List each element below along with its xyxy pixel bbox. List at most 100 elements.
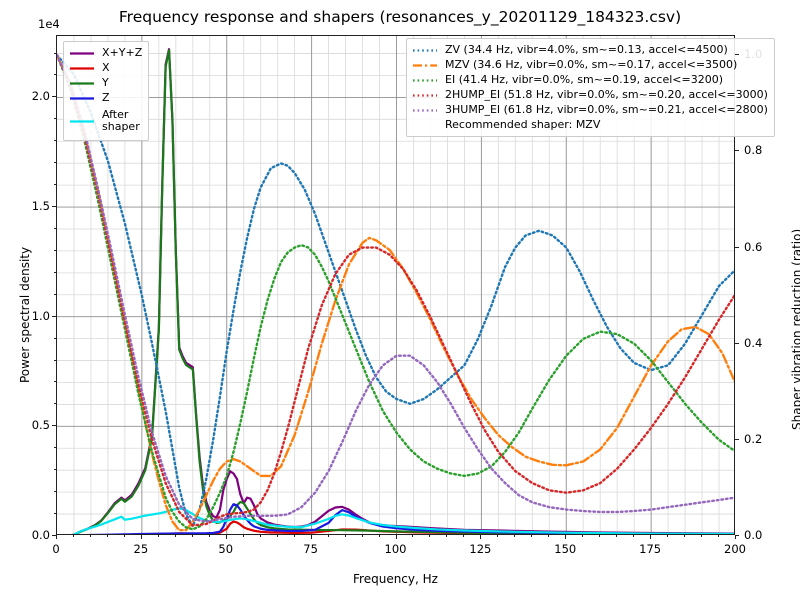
y-tick-label-left: 1.0 — [31, 308, 50, 323]
tick-mark — [54, 469, 56, 471]
tick-mark — [684, 535, 686, 537]
x-tick-label: 50 — [218, 542, 234, 556]
tick-mark — [52, 96, 56, 98]
tick-mark — [54, 140, 56, 142]
tick-mark — [54, 359, 56, 361]
series-zv — [57, 54, 734, 528]
tick-mark — [514, 535, 516, 537]
legend-swatch-icon — [69, 116, 95, 127]
tick-mark — [54, 74, 56, 76]
y-tick-label-right: 0.0 — [744, 528, 763, 542]
tick-mark — [225, 535, 227, 539]
legend-item-ei[interactable]: EI (41.4 Hz, vibr=0.0%, sm~=0.19, accel<… — [412, 73, 768, 88]
tick-mark — [344, 535, 346, 537]
legend-swatch-icon — [69, 48, 95, 59]
legend-swatch-icon — [69, 63, 95, 74]
legend-swatch-icon — [412, 75, 438, 86]
legend-item-z[interactable]: Z — [69, 91, 142, 106]
tick-mark — [735, 342, 739, 344]
legend-item-x-y-z[interactable]: X+Y+Z — [69, 46, 142, 61]
x-axis-label: Frequency, Hz — [353, 572, 438, 586]
legend-item-label: X+Y+Z — [102, 46, 143, 60]
legend-swatch-icon — [69, 93, 95, 104]
page-title: Frequency response and shapers (resonanc… — [118, 8, 682, 26]
x-tick-label: 125 — [469, 542, 492, 556]
legend-item-zv[interactable]: ZV (34.4 Hz, vibr=4.0%, sm~=0.13, accel<… — [412, 43, 768, 58]
tick-mark — [123, 535, 125, 537]
legend-item-label: MZV (34.6 Hz, vibr=0.0%, sm~=0.17, accel… — [445, 58, 738, 72]
tick-mark — [565, 535, 567, 539]
legend-swatch-icon — [412, 45, 438, 56]
series-mzv — [57, 54, 734, 532]
tick-mark — [531, 535, 533, 537]
tick-mark — [54, 491, 56, 493]
legend-item-label: ZV (34.4 Hz, vibr=4.0%, sm~=0.13, accel<… — [445, 43, 728, 57]
tick-mark — [616, 535, 618, 537]
tick-mark — [429, 535, 431, 537]
tick-mark — [701, 535, 703, 537]
tick-mark — [191, 535, 193, 537]
tick-mark — [54, 381, 56, 383]
tick-mark — [446, 535, 448, 537]
x-tick-label: 75 — [303, 542, 318, 556]
tick-mark — [667, 535, 669, 537]
tick-mark — [54, 52, 56, 54]
tick-mark — [54, 249, 56, 251]
tick-mark — [599, 535, 601, 537]
legend-item-mzv[interactable]: MZV (34.6 Hz, vibr=0.0%, sm~=0.17, accel… — [412, 58, 768, 73]
legend-item-y[interactable]: Y — [69, 76, 142, 91]
tick-mark — [54, 403, 56, 405]
x-tick-label: 100 — [384, 542, 407, 556]
y-tick-label-right: 0.4 — [744, 335, 763, 350]
tick-mark — [208, 535, 210, 537]
tick-mark — [633, 535, 635, 537]
tick-mark — [54, 227, 56, 229]
legend-item-3hump_ei[interactable]: 3HUMP_EI (61.8 Hz, vibr=0.0%, sm~=0.21, … — [412, 103, 768, 118]
tick-mark — [106, 535, 108, 537]
y-tick-label-right: 0.2 — [744, 431, 763, 446]
tick-mark — [293, 535, 295, 537]
legend-psd[interactable]: X+Y+Z X Y Z After shaper — [63, 41, 150, 141]
tick-mark — [310, 535, 312, 539]
y-tick-label-left: 2.0 — [31, 89, 50, 104]
tick-mark — [52, 206, 56, 208]
tick-mark — [735, 438, 739, 440]
legend-item-label: 3HUMP_EI (61.8 Hz, vibr=0.0%, sm~=0.21, … — [445, 103, 768, 117]
tick-mark — [52, 535, 56, 536]
y-tick-label-left: 0.0 — [31, 528, 50, 542]
legend-item-x[interactable]: X — [69, 61, 142, 76]
legend-item-label: EI (41.4 Hz, vibr=0.0%, sm~=0.19, accel<… — [445, 73, 723, 87]
tick-mark — [378, 535, 380, 537]
tick-mark — [463, 535, 465, 537]
legend-item-label: 2HUMP_EI (51.8 Hz, vibr=0.0%, sm~=0.20, … — [445, 88, 768, 102]
legend-item-label: Z — [102, 91, 110, 105]
legend-item-label: X — [102, 61, 110, 75]
tick-mark — [89, 535, 91, 537]
tick-mark — [54, 337, 56, 339]
series-3hump-ei — [57, 54, 734, 523]
y-tick-label-left: 1.5 — [31, 199, 50, 214]
series-z — [86, 503, 734, 534]
legend-item-after[interactable]: After shaper — [69, 106, 142, 136]
tick-mark — [650, 535, 652, 539]
tick-mark — [497, 535, 499, 537]
series-2hump-ei — [57, 54, 734, 527]
tick-mark — [412, 535, 414, 537]
recommended-shaper-note: Recommended shaper: MZV — [445, 118, 601, 131]
y-tick-label-right: 0.6 — [744, 239, 763, 254]
legend-swatch-icon — [412, 60, 438, 71]
tick-mark — [259, 535, 261, 537]
legend-shapers[interactable]: ZV (34.4 Hz, vibr=4.0%, sm~=0.13, accel<… — [406, 38, 775, 138]
tick-mark — [735, 246, 739, 248]
series-after-shaper — [71, 507, 734, 534]
tick-mark — [548, 535, 550, 537]
tick-mark — [735, 535, 739, 536]
tick-mark — [361, 535, 363, 537]
x-tick-label: 200 — [724, 542, 746, 556]
tick-mark — [582, 535, 584, 537]
legend-swatch-icon — [412, 105, 438, 116]
y-axis-label-right: Shaper vibration reduction (ratio) — [790, 228, 800, 430]
legend-item-2hump_ei[interactable]: 2HUMP_EI (51.8 Hz, vibr=0.0%, sm~=0.20, … — [412, 88, 768, 103]
tick-mark — [276, 535, 278, 537]
tick-mark — [52, 315, 56, 317]
